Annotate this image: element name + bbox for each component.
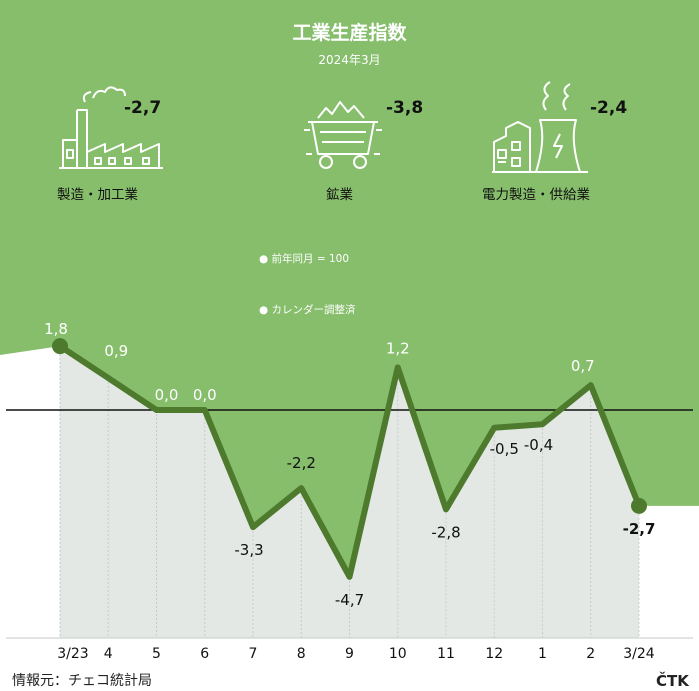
sector-power: -2,4 電力製造・供給業 [480,80,680,210]
x-tick-label: 12 [485,646,503,662]
value-label: -0,4 [524,436,553,454]
value-label: 0,9 [104,342,128,360]
source-credit: 情報元：チェコ統計局 [12,673,152,689]
value-label: -2,7 [623,520,656,538]
x-tick-label: 11 [437,646,455,662]
factory-icon [59,86,163,169]
x-tick-label: 5 [152,646,161,662]
note-calendar-adjusted: ● カレンダー調整済 [259,304,356,316]
sector-label: 製造・加工業 [57,187,138,203]
data-point [52,338,68,355]
x-tick-label: 9 [345,646,354,662]
x-tick-label: 8 [297,646,306,662]
x-tick-label: 10 [389,646,407,662]
value-label: -0,5 [490,440,519,458]
value-label: 0,0 [155,386,179,404]
value-label: 1,2 [386,339,410,357]
value-label: -2,2 [287,454,316,472]
sector-label: 鉱業 [326,187,353,203]
power-plant-icon [492,81,588,173]
chart-title: 工業生産指数 [292,22,407,44]
value-label: 0,0 [193,386,217,404]
chart-subtitle: 2024年3月 [318,53,381,67]
note-base-year: ● 前年同月 = 100 [259,253,350,265]
note-text: カレンダー調整済 [271,304,356,316]
series-line [57,343,642,580]
x-tick-label: 6 [200,646,209,662]
value-label: -2,8 [431,523,460,541]
x-tick-label: 7 [249,646,258,662]
vertical-gridlines [59,346,640,638]
mine-cart-icon [304,101,382,169]
sector-value: -2,7 [124,98,162,118]
sector-mining: -3,8 鉱業 [298,80,498,210]
value-label: -4,7 [335,591,364,609]
x-tick-label: 2 [586,646,595,662]
data-point [631,497,647,514]
sector-value: -3,8 [386,98,424,118]
x-tick-label: 3/23 [57,646,88,662]
sector-value: -2,4 [590,98,628,118]
x-tick-label: 4 [104,646,113,662]
value-label: -3,3 [234,541,263,559]
brand-logo-text: ČTK [656,672,689,690]
sector-manufacturing: -2,7 製造・加工業 [50,80,250,210]
x-tick-label: 1 [538,646,547,662]
sector-label: 電力製造・供給業 [482,187,590,203]
value-label: 0,7 [571,357,595,375]
note-text: 前年同月 = 100 [271,253,350,265]
x-tick-label: 3/24 [623,646,655,662]
value-label: 1,8 [44,320,68,338]
green-background-area [0,0,699,577]
